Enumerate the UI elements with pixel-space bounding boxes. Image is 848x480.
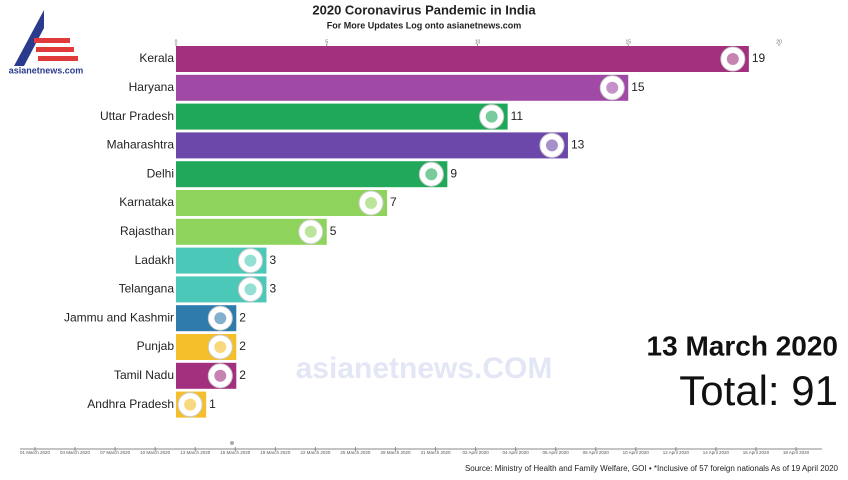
total-label: Total: 91	[679, 367, 838, 414]
state-emblem-inner	[606, 81, 619, 94]
timeline-label: 10 March 2020	[140, 450, 171, 455]
logo: asianetnews.com	[9, 10, 84, 75]
category-label: Ladakh	[135, 253, 174, 267]
category-label: Delhi	[147, 166, 174, 180]
bar	[176, 132, 568, 159]
timeline-label: 13 March 2020	[180, 450, 211, 455]
timeline-label: 06 April 2020	[543, 450, 570, 455]
x-tick-label: 20	[776, 39, 782, 45]
timeline-label: 25 March 2020	[340, 450, 371, 455]
category-label: Uttar Pradesh	[100, 109, 174, 123]
timeline-label: 08 April 2020	[583, 450, 610, 455]
timeline-label: 07 March 2020	[100, 450, 131, 455]
value-label: 2	[239, 368, 246, 382]
state-emblem-inner	[244, 254, 257, 267]
value-label: 5	[330, 224, 337, 238]
timeline-label: 18 April 2020	[783, 450, 810, 455]
bar	[176, 46, 749, 72]
value-label: 1	[209, 397, 216, 411]
category-label: Haryana	[129, 80, 175, 94]
value-label: 2	[239, 339, 246, 353]
value-label: 11	[511, 109, 524, 123]
bar	[176, 161, 448, 188]
timeline-label: 10 April 2020	[623, 450, 650, 455]
timeline-label: 16 March 2020	[220, 450, 251, 455]
value-label: 13	[571, 138, 585, 152]
value-label: 7	[390, 195, 397, 209]
category-label: Punjab	[137, 339, 175, 353]
value-label: 3	[269, 282, 276, 296]
date-label: 13 March 2020	[647, 330, 838, 361]
state-emblem-inner	[304, 225, 317, 238]
timeline-label: 19 March 2020	[260, 450, 291, 455]
x-tick-label: 10	[475, 39, 481, 45]
logo-stripe	[38, 56, 78, 61]
chart-subtitle: For More Updates Log onto asianetnews.co…	[327, 20, 522, 30]
category-label: Jammu and Kashmir	[64, 310, 174, 324]
logo-text: asianetnews.com	[9, 65, 84, 75]
timeline-label: 02 April 2020	[462, 450, 489, 455]
state-emblem-inner	[425, 168, 438, 181]
chart-title: 2020 Coronavirus Pandemic in India	[312, 2, 536, 17]
logo-mark	[14, 10, 44, 66]
timeline-label: 12 April 2020	[663, 450, 690, 455]
x-tick-label: 5	[325, 39, 328, 45]
category-label: Rajasthan	[120, 224, 174, 238]
timeline-label: 04 April 2020	[502, 450, 529, 455]
state-emblem-inner	[214, 341, 227, 353]
timeline-label: 01 March 2020	[20, 450, 51, 455]
bar	[176, 190, 388, 216]
timeline-label: 16 April 2020	[743, 450, 770, 455]
category-label: Andhra Pradesh	[87, 397, 174, 411]
category-label: Maharashtra	[107, 138, 175, 152]
timeline-label: 04 March 2020	[60, 450, 91, 455]
state-emblem-inner	[214, 312, 227, 325]
timeline-label: 22 March 2020	[300, 450, 331, 455]
state-emblem-inner	[244, 283, 257, 296]
bar	[176, 103, 508, 130]
value-label: 19	[752, 51, 766, 65]
watermark: asianetnews.COM	[296, 352, 553, 385]
state-emblem-inner	[184, 398, 197, 411]
category-label: Karnataka	[119, 195, 174, 209]
x-tick-label: 15	[625, 39, 631, 45]
category-label: Kerala	[139, 51, 174, 65]
timeline-cursor	[230, 441, 234, 445]
state-emblem-inner	[545, 139, 558, 152]
category-label: Tamil Nadu	[114, 368, 174, 382]
timeline-label: 14 April 2020	[703, 450, 730, 455]
state-emblem-inner	[365, 197, 378, 209]
logo-stripe	[36, 47, 74, 52]
state-emblem-inner	[485, 110, 498, 123]
timeline-label: 28 March 2020	[380, 450, 411, 455]
value-label: 9	[450, 166, 457, 180]
x-tick-label: 0	[175, 39, 178, 45]
value-label: 2	[239, 310, 246, 324]
category-label: Telangana	[119, 282, 175, 296]
logo-stripe	[34, 38, 70, 43]
source: Source: Ministry of Health and Family We…	[465, 464, 839, 473]
timeline-label: 31 March 2020	[421, 450, 452, 455]
bar	[176, 74, 629, 101]
value-label: 3	[269, 253, 276, 267]
state-emblem-inner	[726, 53, 739, 65]
value-label: 15	[631, 80, 645, 94]
state-emblem-inner	[214, 369, 227, 382]
